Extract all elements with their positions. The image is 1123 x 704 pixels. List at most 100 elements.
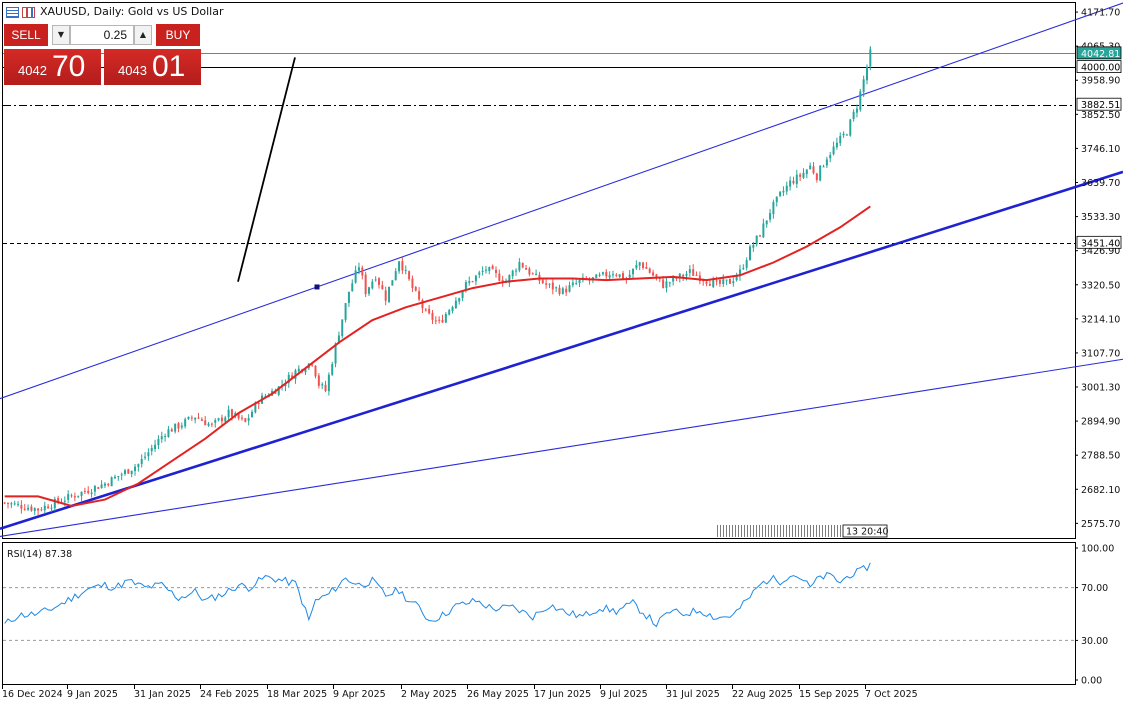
candle-body <box>785 185 788 192</box>
candle-body <box>110 477 113 487</box>
candle-body <box>762 223 765 238</box>
candle-body <box>722 279 725 284</box>
candle-body <box>792 180 795 184</box>
candle-body <box>304 369 307 373</box>
candle-body <box>692 269 695 276</box>
rsi-line[interactable] <box>4 562 871 628</box>
candle-body <box>364 274 367 295</box>
candle-body <box>391 280 394 286</box>
volume-input[interactable] <box>70 25 134 45</box>
x-axis-label: 9 Jan 2025 <box>67 689 118 700</box>
candle-body <box>735 276 738 281</box>
candle-body <box>384 290 387 301</box>
candle-body <box>849 119 852 136</box>
candle-body <box>548 283 551 285</box>
candle-body <box>144 456 147 458</box>
price-tag-label-1: 4000.00 <box>1081 63 1120 74</box>
candle-body <box>224 417 227 422</box>
candle-body <box>568 285 571 292</box>
trend-line-channel-lower[interactable] <box>0 358 1123 537</box>
candle-body <box>782 190 785 193</box>
candle-body <box>70 495 73 497</box>
candle-body <box>247 418 250 421</box>
candle-body <box>662 279 665 288</box>
x-axis-label: 17 Jun 2025 <box>534 689 591 700</box>
rsi-pane-frame <box>2 542 1076 685</box>
trend-line-steep-trend[interactable] <box>237 57 296 282</box>
candle-body <box>835 142 838 148</box>
price-tag-box-2 <box>1076 97 1122 111</box>
candle-body <box>214 420 217 423</box>
volume-increase-button[interactable]: ▲ <box>134 25 152 45</box>
candle-body <box>668 282 671 284</box>
triangle-up-icon: ▲ <box>139 30 147 39</box>
symbol-description: XAUUSD, Daily: Gold vs US Dollar <box>40 5 224 18</box>
candle-body <box>67 494 70 500</box>
candle-body <box>347 291 350 303</box>
candle-body <box>404 269 407 271</box>
candle-body <box>251 411 254 418</box>
x-axis-label: 9 Apr 2025 <box>333 689 386 700</box>
candle-body <box>321 384 324 386</box>
candle-body <box>745 260 748 268</box>
candle-body <box>498 273 501 281</box>
buy-price-button[interactable]: 4043 01 <box>104 49 201 85</box>
channel-anchor-point[interactable] <box>314 284 320 290</box>
candle-body <box>354 270 357 283</box>
candle-body <box>408 271 411 280</box>
volume-decrease-button[interactable]: ▼ <box>52 25 70 45</box>
y-axis-label: 3533.30 <box>1081 212 1120 223</box>
buy-button[interactable]: BUY <box>156 24 200 46</box>
candle-body <box>317 375 320 386</box>
main-chart-frame <box>2 2 1076 539</box>
chart-bars-icon[interactable] <box>22 7 35 18</box>
candle-body <box>645 266 648 269</box>
sell-button[interactable]: SELL <box>4 24 48 46</box>
buy-price-big: 01 <box>152 50 186 83</box>
trend-line-channel-upper[interactable] <box>0 2 1123 400</box>
price-tag-box-1 <box>1076 60 1122 73</box>
candle-body <box>825 159 828 166</box>
candle-body <box>134 466 137 472</box>
candle-body <box>13 503 16 505</box>
candle-body <box>90 492 93 494</box>
candle-body <box>611 274 614 276</box>
candle-body <box>819 165 822 181</box>
candle-body <box>865 66 868 81</box>
candle-body <box>428 308 431 314</box>
candle-body <box>605 271 608 277</box>
sell-price-button[interactable]: 4042 70 <box>4 49 101 85</box>
candle-body <box>180 425 183 428</box>
candle-body <box>277 386 280 395</box>
candle-body <box>528 268 531 275</box>
candle-body <box>648 268 651 273</box>
x-axis-label: 7 Oct 2025 <box>865 689 918 700</box>
candle-body <box>394 271 397 281</box>
candle-body <box>665 281 668 288</box>
moving-average-line[interactable] <box>4 205 871 508</box>
triangle-down-icon: ▼ <box>57 30 65 39</box>
candle-body <box>174 423 177 432</box>
candle-body <box>555 287 558 289</box>
candle-body <box>50 507 53 509</box>
chart-list-icon[interactable] <box>6 7 19 18</box>
price-tag-box-0 <box>1076 46 1122 60</box>
candle-body <box>601 272 604 275</box>
candle-body <box>200 419 203 421</box>
candle-body <box>217 418 220 421</box>
candle-body <box>802 172 805 178</box>
y-axis-label: 2575.70 <box>1081 519 1120 530</box>
candle-body <box>177 423 180 429</box>
candle-body <box>150 447 153 452</box>
candle-body <box>839 135 842 144</box>
candle-body <box>531 273 534 275</box>
y-axis-label: 2788.50 <box>1081 451 1120 462</box>
candle-body <box>755 235 758 245</box>
candle-body <box>120 474 123 476</box>
candle-body <box>759 235 762 237</box>
trend-line-support[interactable] <box>0 170 1123 530</box>
candle-body <box>344 303 347 320</box>
candle-body <box>815 173 818 180</box>
candle-body <box>448 310 451 315</box>
